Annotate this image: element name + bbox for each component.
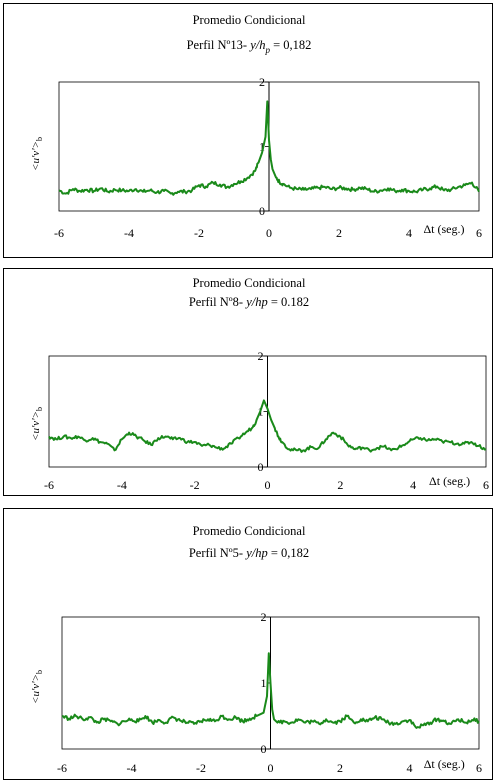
chart-3-x-tick-label: 4 xyxy=(407,761,413,775)
chart-2-subtitle: Perfil Nº8- y/hp = 0.182 xyxy=(189,295,309,309)
chart-2-y-tick-label: 2 xyxy=(258,349,264,363)
chart-2-x-tick-label: -6 xyxy=(44,478,54,492)
chart-2-x-axis-label: Δt (seg.) xyxy=(429,474,470,488)
chart-3-x-tick-label: -4 xyxy=(127,761,137,775)
chart-1-x-tick-label: 4 xyxy=(406,226,412,240)
chart-1-ylabel: <u'v'>b xyxy=(30,137,44,171)
chart-3-subtitle: Perfil Nº5- y/hp = 0,182 xyxy=(189,546,309,560)
chart-panel-1: Promedio Condicional Perfil Nº13- y/hp =… xyxy=(3,3,493,258)
chart-3-x-axis-label: Δt (seg.) xyxy=(424,757,465,771)
chart-panel-2: Promedio Condicional Perfil Nº8- y/hp = … xyxy=(3,268,493,496)
chart-3-series-line xyxy=(61,652,480,729)
chart-2-y-tick-label: 0 xyxy=(258,460,264,474)
chart-3-x-tick-label: -2 xyxy=(196,761,206,775)
chart-3-x-tick-label: 6 xyxy=(476,761,482,775)
chart-3-y-tick-label: 2 xyxy=(261,610,267,624)
chart-1-title: Promedio Condicional xyxy=(193,13,306,27)
chart-1-series-line xyxy=(58,100,480,196)
chart-1-x-tick-label: -6 xyxy=(54,226,64,240)
chart-2-x-tick-label: 4 xyxy=(410,478,416,492)
chart-3-x-tick-label: 0 xyxy=(268,761,274,775)
chart-1-x-tick-label: -4 xyxy=(124,226,134,240)
chart-3-y-tick-label: 1 xyxy=(261,676,267,690)
svg-text:<u'v'>b: <u'v'>b xyxy=(30,670,44,704)
chart-3-x-tick-label: 2 xyxy=(337,761,343,775)
chart-2-x-tick-label: 2 xyxy=(337,478,343,492)
chart-1-y-tick-label: 2 xyxy=(259,75,265,89)
chart-3-ylabel: <u'v'>b xyxy=(30,670,44,704)
chart-3-title: Promedio Condicional xyxy=(193,524,306,538)
chart-2-x-tick-label: -4 xyxy=(117,478,127,492)
chart-1-y-tick-label: 0 xyxy=(259,204,265,218)
chart-3-svg: Promedio Condicional Perfil Nº5- y/hp = … xyxy=(30,524,482,775)
chart-1-y-tick-label: 1 xyxy=(259,140,265,154)
chart-1-subtitle: Perfil Nº13- y/hp = 0,182 xyxy=(187,38,312,55)
svg-text:<u'v'>b: <u'v'>b xyxy=(30,137,44,171)
chart-2-ylabel: <u'v'>b xyxy=(30,407,44,441)
chart-1-x-tick-label: 6 xyxy=(476,226,482,240)
chart-3-x-tick-label: -6 xyxy=(57,761,67,775)
chart-3-y-tick-label: 0 xyxy=(261,742,267,756)
svg-text:<u'v'>b: <u'v'>b xyxy=(30,407,44,441)
chart-1-x-axis-label: Δt (seg.) xyxy=(423,222,464,236)
chart-2-svg: Promedio Condicional Perfil Nº8- y/hp = … xyxy=(30,276,489,492)
chart-1-x-tick-label: -2 xyxy=(194,226,204,240)
chart-panel-3: Promedio Condicional Perfil Nº5- y/hp = … xyxy=(3,508,493,780)
chart-1-svg: Promedio Condicional Perfil Nº13- y/hp =… xyxy=(30,13,482,240)
chart-2-x-tick-label: 6 xyxy=(483,478,489,492)
chart-2-series-line xyxy=(48,399,487,453)
chart-2-x-tick-label: -2 xyxy=(190,478,200,492)
chart-1-x-tick-label: 2 xyxy=(336,226,342,240)
chart-1-x-tick-label: 0 xyxy=(266,226,272,240)
chart-2-x-tick-label: 0 xyxy=(265,478,271,492)
chart-2-title: Promedio Condicional xyxy=(193,276,306,290)
